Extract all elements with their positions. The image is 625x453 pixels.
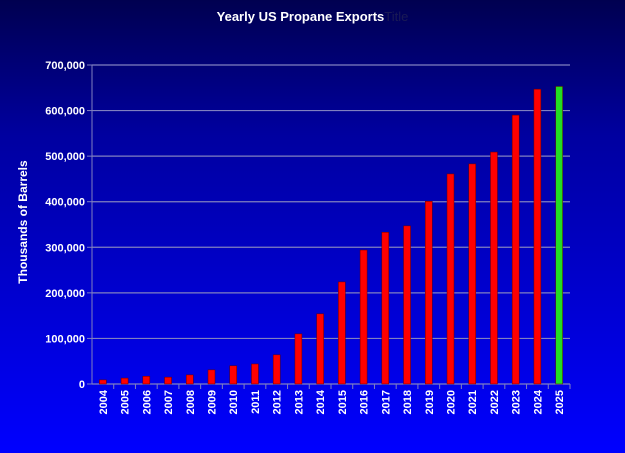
- bar-2020: [446, 173, 455, 385]
- x-tick-label: 2024: [532, 389, 544, 414]
- bar-2022: [490, 151, 498, 385]
- x-tick-label: 2017: [380, 390, 392, 414]
- y-tick-label: 600,000: [45, 106, 85, 118]
- x-tick-label: 2009: [207, 390, 219, 414]
- x-tick-label: 2020: [446, 390, 458, 414]
- y-tick-label: 300,000: [45, 242, 85, 254]
- bar-2024: [533, 88, 542, 385]
- bar-2021: [468, 163, 476, 385]
- y-tick-label: 400,000: [45, 197, 85, 209]
- x-tick-label: 2014: [315, 389, 327, 414]
- bar-2005: [120, 377, 129, 385]
- bar-2004: [99, 379, 107, 385]
- y-tick-label: 0: [79, 379, 85, 391]
- bar-2009: [207, 369, 216, 385]
- x-tick-label: 2018: [402, 390, 414, 414]
- x-tick-label: 2021: [467, 390, 479, 414]
- y-tick-label: 200,000: [45, 288, 85, 300]
- x-tick-label: 2008: [185, 390, 197, 414]
- x-tick-label: 2010: [228, 390, 240, 414]
- x-tick-label: 2019: [424, 390, 436, 414]
- y-tick-label: 500,000: [45, 151, 85, 163]
- x-tick-label: 2011: [250, 390, 262, 414]
- x-tick-label: 2004: [98, 389, 110, 414]
- bar-2010: [229, 365, 237, 385]
- x-tick-label: 2005: [120, 390, 132, 414]
- bar-2016: [359, 249, 368, 385]
- x-tick-label: 2025: [554, 390, 566, 414]
- bar-2018: [403, 225, 411, 385]
- bar-2014: [316, 313, 324, 385]
- bar-2017: [381, 231, 390, 385]
- x-tick-label: 2023: [511, 390, 523, 414]
- bar-2019: [425, 201, 433, 385]
- bar-2023: [511, 114, 520, 385]
- bar-2015: [338, 281, 346, 385]
- bar-2006: [142, 376, 151, 385]
- x-tick-label: 2012: [272, 390, 284, 414]
- y-tick-label: 100,000: [45, 333, 85, 345]
- y-tick-label: 700,000: [45, 60, 85, 72]
- x-tick-label: 2006: [141, 390, 153, 414]
- bar-2012: [272, 354, 281, 385]
- title-text: Yearly US Propane Exports: [216, 9, 385, 24]
- chart-title: Yearly US Propane ExportsTitle: [0, 9, 625, 24]
- bar-2011: [251, 363, 259, 385]
- x-tick-label: 2013: [293, 390, 305, 414]
- bar-2025: [555, 86, 563, 385]
- x-tick-label: 2015: [337, 390, 349, 414]
- x-tick-label: 2022: [489, 390, 501, 414]
- bar-2007: [164, 376, 172, 385]
- x-tick-label: 2007: [163, 390, 175, 414]
- bar-2008: [186, 374, 194, 385]
- x-tick-label: 2016: [359, 390, 371, 414]
- bar-2013: [294, 333, 303, 385]
- title-placeholder: Title: [384, 9, 409, 24]
